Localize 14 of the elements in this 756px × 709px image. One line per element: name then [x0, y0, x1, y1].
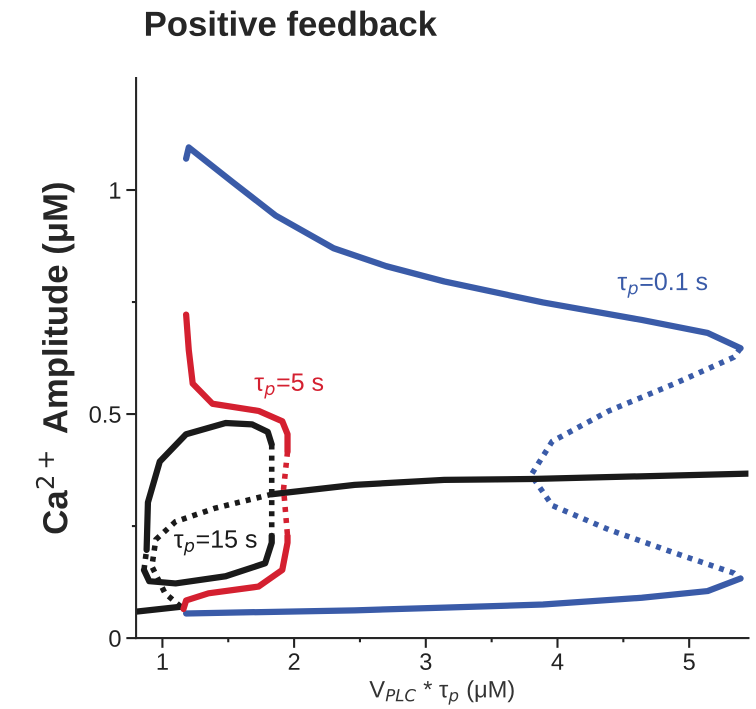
y-tick-label: 0.5 — [90, 406, 121, 423]
x-tick-label: 2 — [288, 653, 300, 670]
x-axis-title: V$_{PLC}$ * τ$_{p}$ (μM) — [369, 680, 514, 705]
x-tick-label: 5 — [684, 654, 695, 670]
x-tick-label: 1 — [158, 654, 168, 670]
chart-title: Positive feedback — [146, 10, 438, 36]
y-tick-label: 1 — [110, 182, 120, 199]
x-tick-label: 4 — [551, 654, 564, 670]
y-axis-title: Ca$^{2+}$ Amplitude (μM) — [36, 183, 74, 534]
y-tick-label: 0 — [109, 630, 121, 647]
series-label: τ$_{p}$=0.1 s — [618, 272, 708, 298]
series-label: τ$_{p}$=5 s — [254, 374, 324, 398]
x-tick-label: 3 — [420, 653, 432, 670]
series-label: τ$_{p}$=15 s — [174, 530, 257, 556]
